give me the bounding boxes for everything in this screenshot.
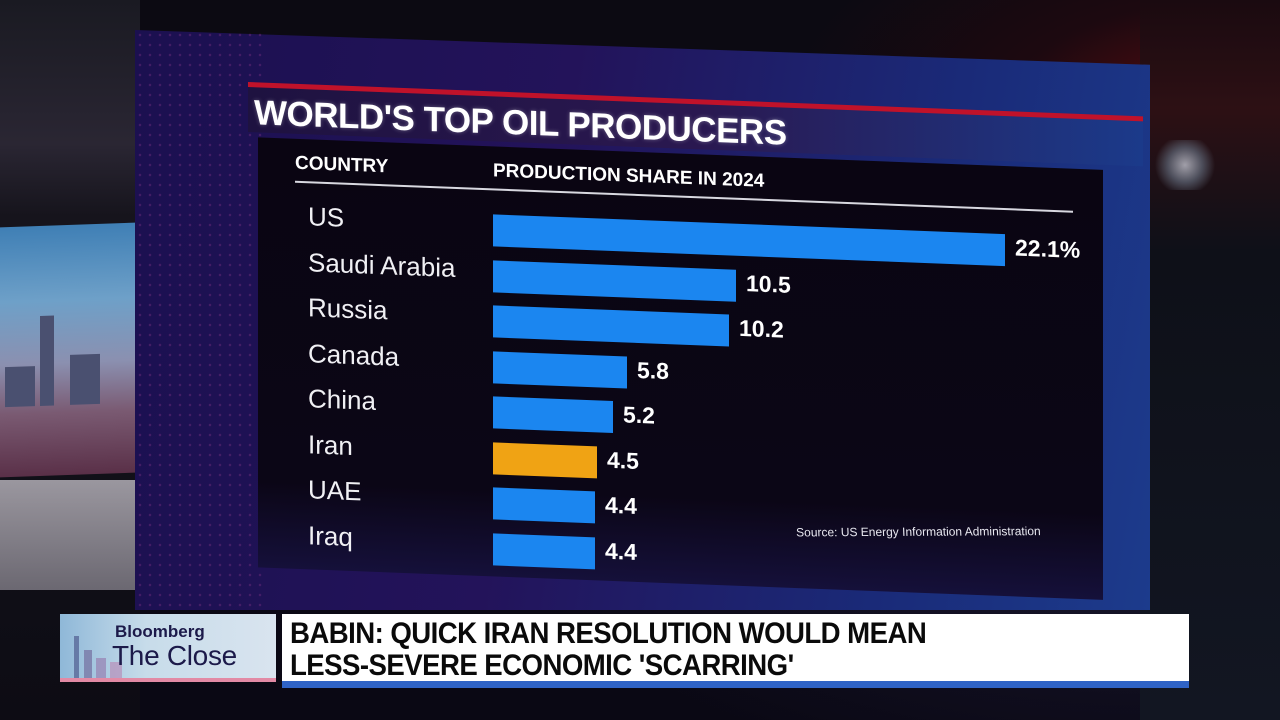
show-logo: Bloomberg The Close (60, 614, 276, 682)
bar (493, 532, 595, 569)
country-label: Saudi Arabia (308, 246, 456, 283)
chart-source: Source: US Energy Information Administra… (796, 524, 1042, 540)
value-label: 4.4 (605, 491, 637, 519)
country-label: UAE (308, 474, 362, 507)
value-label: 10.5 (746, 269, 791, 298)
show-name: The Close (112, 640, 237, 671)
bar (493, 259, 736, 302)
bar (493, 350, 627, 389)
studio-right-wall (1140, 0, 1280, 720)
studio-skyline-screen (0, 222, 135, 478)
value-label: 22.1% (1015, 234, 1081, 263)
headline-line-2: LESS-SEVERE ECONOMIC 'SCARRING' (290, 649, 794, 682)
value-label: 4.5 (607, 446, 639, 474)
country-label: Iran (308, 428, 353, 461)
bar (493, 441, 597, 478)
video-wall-dots (135, 30, 265, 610)
column-header-country: COUNTRY (295, 152, 389, 178)
headline-line-1: BABIN: QUICK IRAN RESOLUTION WOULD MEAN (290, 617, 927, 650)
bar (493, 396, 613, 434)
country-label: China (308, 383, 376, 416)
bar (493, 487, 595, 524)
value-label: 10.2 (739, 314, 784, 343)
value-label: 5.2 (623, 401, 655, 429)
skyline-icon (64, 628, 124, 678)
country-label: Canada (308, 337, 400, 372)
value-label: 5.8 (637, 356, 669, 384)
column-header-production: PRODUCTION SHARE IN 2024 (493, 160, 765, 192)
country-label: US (308, 201, 345, 233)
studio-left-panel (0, 480, 138, 590)
studio-light-icon (1150, 140, 1220, 190)
chart-panel: COUNTRY PRODUCTION SHARE IN 2024 US 22.1%… (258, 137, 1103, 600)
country-label: Iraq (308, 519, 353, 552)
value-label: 4.4 (605, 537, 637, 565)
headline-banner: BABIN: QUICK IRAN RESOLUTION WOULD MEAN … (282, 614, 1189, 688)
network-name: Bloomberg (115, 622, 205, 641)
chart-card: WORLD'S TOP OIL PRODUCERS COUNTRY PRODUC… (248, 82, 1143, 616)
bar (493, 305, 729, 347)
country-label: Russia (308, 292, 388, 326)
